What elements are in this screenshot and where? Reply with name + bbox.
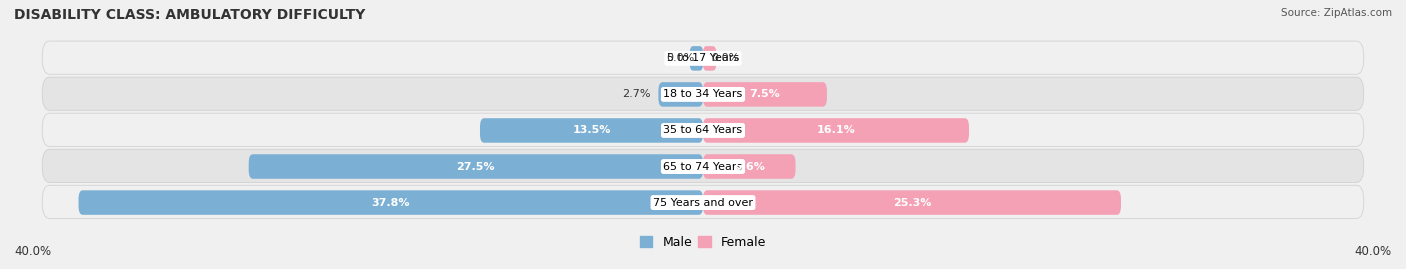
Text: DISABILITY CLASS: AMBULATORY DIFFICULTY: DISABILITY CLASS: AMBULATORY DIFFICULTY	[14, 8, 366, 22]
Text: Source: ZipAtlas.com: Source: ZipAtlas.com	[1281, 8, 1392, 18]
FancyBboxPatch shape	[42, 77, 1364, 110]
Text: 65 to 74 Years: 65 to 74 Years	[664, 161, 742, 172]
Text: 0.0%: 0.0%	[711, 53, 740, 63]
FancyBboxPatch shape	[690, 46, 703, 71]
FancyBboxPatch shape	[658, 82, 703, 107]
Text: 5 to 17 Years: 5 to 17 Years	[666, 53, 740, 63]
Text: 5.6%: 5.6%	[734, 161, 765, 172]
Text: 25.3%: 25.3%	[893, 197, 931, 208]
Text: 75 Years and over: 75 Years and over	[652, 197, 754, 208]
FancyBboxPatch shape	[42, 149, 1364, 182]
Text: 40.0%: 40.0%	[1355, 245, 1392, 258]
FancyBboxPatch shape	[79, 190, 703, 215]
Text: 0.0%: 0.0%	[666, 53, 695, 63]
FancyBboxPatch shape	[703, 118, 969, 143]
FancyBboxPatch shape	[703, 154, 796, 179]
Text: 27.5%: 27.5%	[457, 161, 495, 172]
Text: 7.5%: 7.5%	[749, 89, 780, 100]
Text: 35 to 64 Years: 35 to 64 Years	[664, 125, 742, 136]
FancyBboxPatch shape	[42, 41, 1364, 74]
Text: 40.0%: 40.0%	[14, 245, 51, 258]
FancyBboxPatch shape	[42, 185, 1364, 218]
Text: 13.5%: 13.5%	[572, 125, 610, 136]
Text: 37.8%: 37.8%	[371, 197, 411, 208]
FancyBboxPatch shape	[703, 46, 716, 71]
FancyBboxPatch shape	[703, 82, 827, 107]
Text: 16.1%: 16.1%	[817, 125, 855, 136]
FancyBboxPatch shape	[42, 113, 1364, 146]
Text: 2.7%: 2.7%	[621, 89, 650, 100]
FancyBboxPatch shape	[703, 190, 1121, 215]
FancyBboxPatch shape	[249, 154, 703, 179]
Legend: Male, Female: Male, Female	[636, 231, 770, 254]
Text: 18 to 34 Years: 18 to 34 Years	[664, 89, 742, 100]
FancyBboxPatch shape	[479, 118, 703, 143]
